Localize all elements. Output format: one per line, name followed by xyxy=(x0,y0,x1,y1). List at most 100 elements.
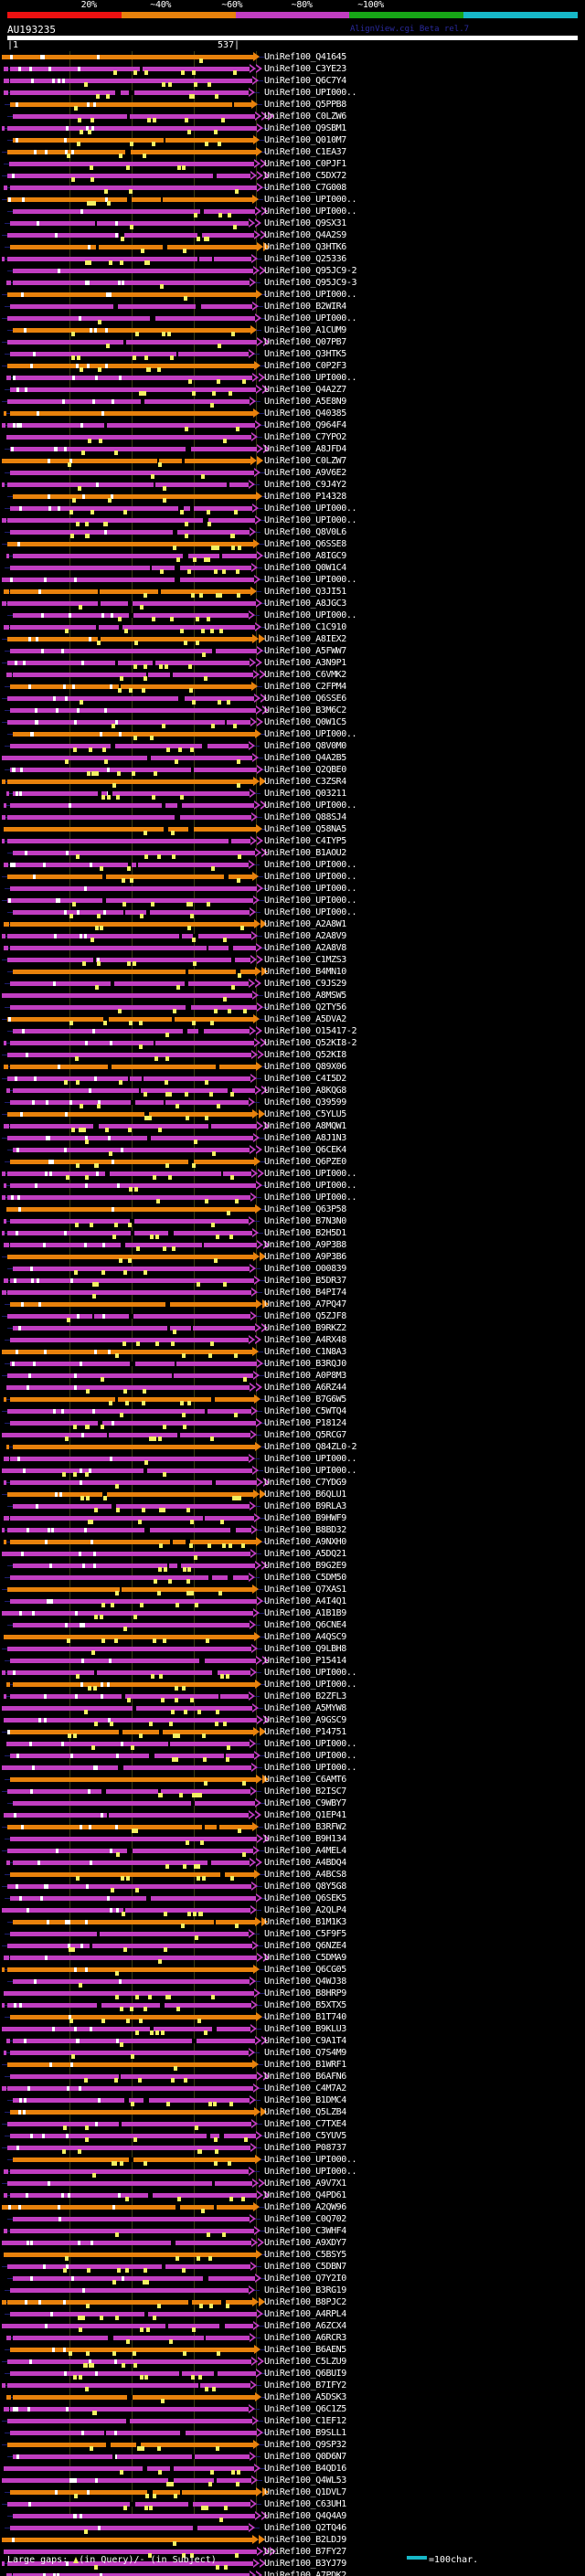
hit-label[interactable]: UniRef100_C4IYP5 xyxy=(264,836,346,846)
hit-label[interactable]: UniRef100_C7TXE4 xyxy=(264,2119,346,2129)
hit-label[interactable]: UniRef100_A4QSC9 xyxy=(264,1632,346,1642)
hsp-fragment[interactable] xyxy=(4,2229,7,2233)
hsp-bar[interactable] xyxy=(10,102,251,107)
alignment-row[interactable] xyxy=(0,1275,585,1287)
alignment-row[interactable] xyxy=(0,2106,585,2118)
hit-label[interactable]: UniRef100_P15414 xyxy=(264,1656,346,1666)
hsp-fragment[interactable] xyxy=(4,589,9,594)
alignment-row[interactable] xyxy=(0,1691,585,1702)
hit-label[interactable]: UniRef100_A4RPL4 xyxy=(264,2309,346,2319)
hsp-fragment[interactable] xyxy=(2,1350,7,1354)
alignment-row[interactable] xyxy=(0,1322,585,1334)
hsp-bar[interactable] xyxy=(10,1956,257,1960)
hit-label[interactable]: UniRef100_A2A8V8 xyxy=(264,943,346,953)
hsp-fragment[interactable] xyxy=(2,1528,5,1532)
alignment-row[interactable] xyxy=(0,1584,585,1595)
hit-label[interactable]: UniRef100_Q4PD61 xyxy=(264,2190,346,2200)
alignment-row[interactable] xyxy=(0,1097,585,1108)
alignment-row[interactable] xyxy=(0,2391,585,2403)
hsp-bar[interactable] xyxy=(13,1207,255,1212)
hit-label[interactable]: UniRef100_A3N9P1 xyxy=(264,658,346,668)
hsp-bar[interactable] xyxy=(7,839,250,843)
alignment-row[interactable] xyxy=(0,2356,585,2368)
hsp-bar[interactable] xyxy=(7,1765,251,1770)
hsp-bar[interactable] xyxy=(7,364,254,368)
alignment-row[interactable] xyxy=(0,1192,585,1203)
alignment-row[interactable] xyxy=(0,1572,585,1584)
hsp-bar[interactable] xyxy=(10,768,257,772)
alignment-row[interactable] xyxy=(0,1595,585,1607)
hsp-bar[interactable] xyxy=(13,1267,250,1271)
hsp-bar[interactable] xyxy=(7,233,254,238)
hsp-bar[interactable] xyxy=(10,352,249,356)
alignment-row[interactable] xyxy=(0,1833,585,1845)
hsp-bar[interactable] xyxy=(10,2015,256,2019)
hit-label[interactable]: UniRef100_UPI000.. xyxy=(264,1454,357,1464)
alignment-row[interactable] xyxy=(0,396,585,408)
alignment-row[interactable] xyxy=(0,2130,585,2142)
hsp-bar[interactable] xyxy=(10,2229,254,2233)
hit-label[interactable]: UniRef100_Q6SSE6 xyxy=(264,694,346,704)
hsp-bar[interactable] xyxy=(13,2039,255,2043)
hsp-fragment[interactable] xyxy=(2,2027,8,2031)
hit-label[interactable]: UniRef100_B9SLL1 xyxy=(264,2428,346,2438)
alignment-row[interactable] xyxy=(0,586,585,598)
alignment-row[interactable] xyxy=(0,87,585,99)
hsp-fragment[interactable] xyxy=(6,2336,11,2340)
alignment-row[interactable] xyxy=(0,514,585,526)
hsp-bar[interactable] xyxy=(10,1421,256,1426)
hsp-bar[interactable] xyxy=(10,2074,257,2079)
hsp-bar[interactable] xyxy=(7,1409,251,1414)
alignment-row[interactable] xyxy=(0,1429,585,1441)
alignment-row[interactable] xyxy=(0,289,585,301)
alignment-row[interactable] xyxy=(0,2451,585,2463)
alignment-row[interactable] xyxy=(0,111,585,122)
hit-label[interactable]: UniRef100_B2WIR4 xyxy=(264,302,346,312)
alignment-row[interactable] xyxy=(0,1631,585,1643)
hit-label[interactable]: UniRef100_B5DR37 xyxy=(264,1276,346,1286)
hsp-bar[interactable] xyxy=(7,1136,253,1140)
hsp-bar[interactable] xyxy=(7,2443,253,2447)
hit-label[interactable]: UniRef100_P08737 xyxy=(264,2143,346,2153)
hsp-bar[interactable] xyxy=(7,875,252,879)
hsp-bar[interactable] xyxy=(7,756,252,760)
hsp-bar[interactable] xyxy=(10,1005,257,1010)
alignment-row[interactable] xyxy=(0,906,585,918)
hsp-bar[interactable] xyxy=(10,2431,257,2435)
alignment-row[interactable] xyxy=(0,2083,585,2094)
hit-label[interactable]: UniRef100_C5BSY5 xyxy=(264,2250,346,2260)
hsp-bar[interactable] xyxy=(7,1706,252,1711)
hit-label[interactable]: UniRef100_A8KQG8 xyxy=(264,1086,346,1096)
alignment-row[interactable] xyxy=(0,978,585,990)
alignment-row[interactable] xyxy=(0,265,585,277)
alignment-row[interactable] xyxy=(0,1988,585,1999)
alignment-row[interactable] xyxy=(0,253,585,265)
hsp-fragment[interactable] xyxy=(4,827,10,832)
alignment-row[interactable] xyxy=(0,2035,585,2047)
alignment-row[interactable] xyxy=(0,1809,585,1821)
hit-label[interactable]: UniRef100_B9RKZ2 xyxy=(264,1323,346,1333)
hsp-bar[interactable] xyxy=(10,2169,249,2174)
hsp-bar[interactable] xyxy=(7,2264,250,2269)
alignment-row[interactable] xyxy=(0,1120,585,1132)
hsp-fragment[interactable] xyxy=(4,863,8,867)
hit-label[interactable]: UniRef100_Q03211 xyxy=(264,789,346,799)
hsp-bar[interactable] xyxy=(13,1504,250,1509)
hit-label[interactable]: UniRef100_A8IGC9 xyxy=(264,551,346,561)
alignment-row[interactable] xyxy=(0,1607,585,1619)
hit-label[interactable]: UniRef100_P18124 xyxy=(264,1418,346,1428)
alignment-row[interactable] xyxy=(0,2118,585,2130)
hsp-bar[interactable] xyxy=(10,2051,249,2055)
hit-label[interactable]: UniRef100_Q3JI51 xyxy=(264,587,346,597)
alignment-row[interactable] xyxy=(0,170,585,182)
hsp-bar[interactable] xyxy=(7,1944,252,1948)
hsp-bar[interactable] xyxy=(13,2395,255,2400)
hsp-fragment[interactable] xyxy=(2,601,6,606)
alignment-row[interactable] xyxy=(0,277,585,289)
hit-label[interactable]: UniRef100_Q0W1C4 xyxy=(264,563,346,573)
hit-label[interactable]: UniRef100_A8MQW1 xyxy=(264,1121,346,1131)
alignment-row[interactable] xyxy=(0,1904,585,1916)
hit-label[interactable]: UniRef100_B9G2E9 xyxy=(264,1561,346,1571)
hsp-fragment[interactable] xyxy=(2,2241,7,2245)
hit-label[interactable]: UniRef100_B9RLA3 xyxy=(264,1501,346,1511)
